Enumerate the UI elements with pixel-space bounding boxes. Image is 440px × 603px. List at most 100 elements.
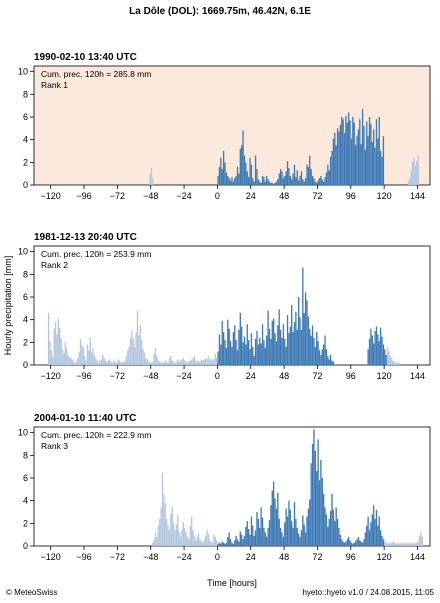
panel-1-bar (152, 178, 154, 185)
panel-1-bar (277, 179, 279, 185)
panel-2-bar (371, 335, 373, 365)
panel-2-bar (235, 340, 237, 365)
panel-3-bar (381, 535, 383, 546)
panel-3-bar (247, 529, 250, 546)
panel-2-bar (332, 361, 335, 365)
panel-1-bar (374, 147, 376, 185)
panel-2-bar (61, 349, 64, 365)
panel-1-bar (217, 175, 219, 185)
panel-3-bar (227, 536, 229, 546)
panel-2-bar (196, 361, 198, 365)
panel-1-bar (320, 175, 322, 185)
panel-1-bar (243, 155, 246, 185)
panel-2-bar (243, 336, 246, 365)
panel-2-bar (331, 360, 333, 365)
panel-1-xtick-label: 0 (215, 191, 220, 201)
panel-1-bar (373, 129, 375, 185)
panel-1-xtick-label: 96 (346, 191, 356, 201)
panel-3-bar (382, 539, 385, 546)
panel-1-bar (267, 179, 269, 185)
panel-3-bar (245, 526, 247, 546)
panel-1-bar (316, 182, 318, 185)
panel-2-bar (47, 312, 50, 365)
panel-2-bar (388, 351, 390, 365)
panel-1-bar (368, 117, 371, 185)
panel-1-bar (291, 179, 293, 185)
panel-1-bar (411, 161, 414, 185)
panel-2-bar (104, 360, 107, 365)
panel-3-bar (260, 507, 262, 546)
panel-1-bar (339, 124, 342, 185)
panel-2-bar (124, 360, 126, 365)
panel-2-bar (199, 361, 201, 365)
panel-2-xtick-label: 144 (410, 371, 425, 381)
panel-2-bar (156, 355, 158, 365)
panel-2-bar (277, 325, 279, 365)
panel-3-bar (153, 539, 155, 546)
panel-3-xtick-label: 120 (377, 552, 392, 562)
panel-2-bar (132, 338, 134, 365)
panel-1-bar (409, 178, 411, 185)
panel-3-bar (416, 542, 418, 546)
footer-version: hyeto::hyeto v1.0 / 24.08.2015, 11:05 (302, 588, 434, 597)
panel-2-bar (84, 355, 86, 365)
panel-3-bar (336, 518, 339, 546)
panel-2-bar (150, 362, 153, 365)
panel-1-bar (295, 177, 297, 185)
panel-1-bar (263, 177, 265, 185)
panel-3-bar (366, 525, 368, 546)
panel-3-bar (292, 527, 294, 546)
panel-1-bar (224, 162, 226, 185)
panel-3-bar (210, 541, 212, 546)
panel-2-xtick-label: −24 (176, 371, 191, 381)
panel-3-rank-label: Rank 3 (41, 441, 68, 451)
panel-1-bar (360, 144, 362, 185)
panel-2-bar (384, 349, 386, 365)
panel-2-bar (50, 350, 52, 365)
panel-3-bar (261, 517, 264, 546)
panel-2-bar (302, 267, 304, 365)
panel-2-bar (177, 359, 179, 365)
panel-2-bar (367, 349, 369, 365)
panel-1-bar (281, 171, 283, 185)
panel-2-bar (206, 359, 208, 365)
panel-3-bar (285, 508, 287, 546)
panel-2-bar (218, 334, 221, 365)
panel-3-bar (278, 518, 280, 546)
panel-2-ytick-label: 2 (23, 337, 28, 347)
panel-2-bar (278, 309, 280, 365)
panel-1-bar (245, 162, 247, 185)
panel-1-bar (284, 175, 286, 185)
panel-2-bar (113, 360, 115, 365)
panel-3-bar (346, 539, 348, 546)
panel-3-bar (342, 541, 344, 546)
panel-3-bar (307, 508, 310, 546)
panel-2-bar (140, 340, 143, 365)
panel-3-ytick-label: 6 (23, 473, 28, 483)
panel-2-bar (188, 361, 190, 365)
panel-1-bar (331, 151, 333, 185)
panel-3-bar (164, 502, 166, 546)
panel-2-bar (293, 321, 296, 365)
panel-3-bar (352, 543, 354, 546)
panel-3-bar (332, 509, 335, 546)
panel-3-bar (160, 507, 162, 546)
panel-3-bar (302, 515, 304, 546)
panel-1-bar (300, 171, 303, 185)
panel-3-bar (359, 540, 361, 546)
panel-2-bar (299, 317, 301, 365)
panel-3-bar (254, 530, 257, 546)
panel-3-xtick-label: −96 (76, 552, 91, 562)
panel-3-bar (343, 542, 346, 546)
panel-2-bar (323, 344, 325, 365)
panel-2-bar (381, 336, 383, 365)
panel-1-rank-label: Rank 1 (41, 80, 68, 90)
panel-1-bar (414, 165, 417, 185)
panel-3-title: 2004‑01‑10 11:40 UTC (34, 413, 136, 424)
panel-3-bar (293, 501, 296, 546)
panel-2-bar (72, 361, 75, 365)
panel-1-ytick-label: 2 (23, 157, 28, 167)
main-title: La Dôle (DOL): 1669.75m, 46.42N, 6.1E (129, 6, 311, 17)
panel-3-bar (225, 542, 228, 546)
